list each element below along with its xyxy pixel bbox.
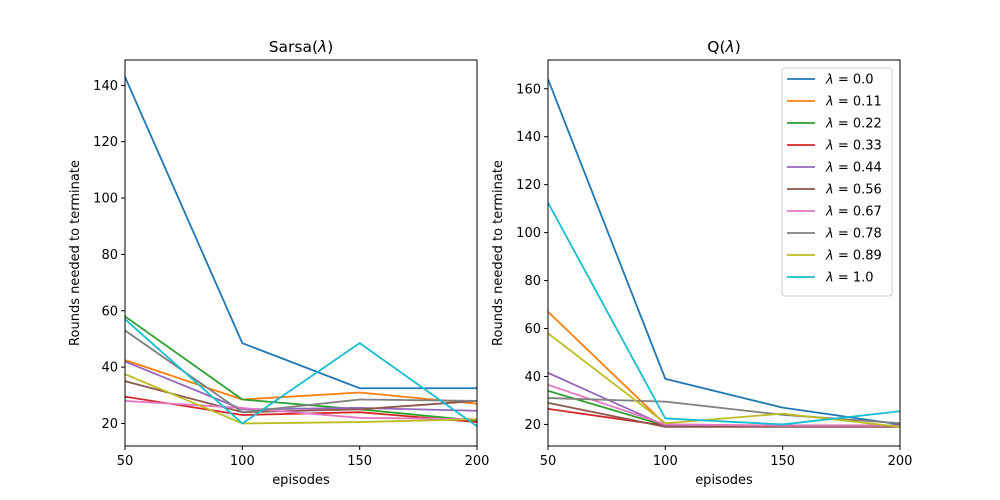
legend-lambda-symbol: λ [825,227,834,242]
legend-lambda-value: = 0.78 [834,227,882,242]
legend-lambda-value: = 0.33 [834,139,882,154]
chart-title-part: Q( [707,38,725,56]
chart-title-part: ) [735,38,741,56]
legend-lambda-symbol: λ [825,95,834,110]
chart-title-part: λ [725,38,735,56]
legend-lambda-value: = 0.44 [834,161,882,176]
y-tick-label: 140 [516,130,541,145]
sarsa-series-line-1 [125,359,477,405]
y-tick-label: 60 [101,304,118,319]
x-tick-label: 150 [770,454,795,469]
y-tick-label: 40 [524,370,541,385]
legend-lambda-value: = 0.0 [834,73,874,88]
y-tick-label: 20 [524,418,541,433]
legend-entry-label: λ = 0.56 [825,183,882,198]
legend-box [781,67,893,297]
sarsa-series-line-2 [125,315,477,422]
series-group [548,78,900,428]
legend-lambda-value: = 0.11 [834,95,882,110]
sarsa-series-line-0 [125,75,477,390]
chart-title-part: Sarsa( [269,38,318,56]
legend-lambda-value: = 0.89 [834,249,882,264]
legend-lambda-symbol: λ [825,139,834,154]
series-group [125,75,477,428]
y-tick-label: 160 [516,82,541,97]
legend-lambda-symbol: λ [825,249,834,264]
legend-entry-label: λ = 0.67 [825,205,882,220]
chart-title: Sarsa(λ) [269,38,334,56]
y-tick-label: 80 [101,248,118,263]
q-series-line-9 [548,201,900,426]
sarsa-series-line-6 [125,400,477,421]
legend-entry-label: λ = 0.22 [825,117,882,132]
legend-lambda-value: = 0.22 [834,117,882,132]
y-tick-label: 120 [93,135,118,150]
y-tick-label: 140 [93,79,118,94]
legend-lambda-value: = 0.56 [834,183,882,198]
legend-entry-label: λ = 0.89 [825,249,882,264]
legend-lambda-value: = 0.67 [834,205,882,220]
legend-lambda-symbol: λ [825,73,834,88]
x-axis-label: episodes [695,473,753,488]
y-tick-label: 60 [524,322,541,337]
legend-entry-label: λ = 0.33 [825,139,882,154]
y-tick-label: 40 [101,361,118,376]
y-axis-label: Rounds needed to terminate [68,160,83,346]
chart-title: Q(λ) [707,38,741,56]
x-tick-label: 100 [653,454,678,469]
q-series-line-6 [548,383,900,427]
sarsa-series-line-4 [125,360,477,412]
legend-entry-label: λ = 1.0 [825,271,874,286]
x-tick-label: 150 [347,454,372,469]
legend-entry-label: λ = 0.0 [825,73,874,88]
x-tick-label: 100 [230,454,255,469]
y-tick-label: 120 [516,178,541,193]
x-axis-label: episodes [272,473,330,488]
y-tick-label: 100 [516,226,541,241]
y-tick-label: 100 [93,192,118,207]
q-lambda-chart: 50 100 150 20020406080100120140160Q(λ)episo… [491,38,912,488]
legend-lambda-symbol: λ [825,161,834,176]
x-tick-label: 200 [888,454,913,469]
legend-lambda-symbol: λ [825,117,834,132]
chart-title-part: ) [327,38,333,56]
legend-lambda-symbol: λ [825,183,834,198]
q-series-line-0 [548,78,900,426]
q-series-line-7 [548,397,900,425]
legend-lambda-symbol: λ [825,271,834,286]
legend-entry-label: λ = 0.11 [825,95,882,110]
x-tick-label: 50 [117,454,134,469]
x-tick-label: 50 [540,454,557,469]
y-tick-label: 80 [524,274,541,289]
sarsa-series-line-8 [125,373,477,425]
x-tick-label: 200 [465,454,490,469]
sarsa-series-line-9 [125,318,477,428]
legend: λ = 0.0λ = 0.11λ = 0.22λ = 0.33λ = 0.44λ… [781,67,893,297]
plot-area-frame [547,59,901,447]
legend-entry-label: λ = 0.78 [825,227,882,242]
q-series-line-5 [548,401,900,428]
chart-title-part: λ [317,38,327,56]
y-tick-label: 20 [101,417,118,432]
plot-area-frame [124,59,478,447]
sarsa-lambda-chart: 50 100 150 200 20 40 60 80 100 120 140 Sarsa(λ) epis… [68,38,489,488]
legend-entry-label: λ = 0.44 [825,161,882,176]
legend-lambda-value: = 1.0 [834,271,874,286]
q-series-line-8 [548,332,900,428]
legend-lambda-symbol: λ [825,205,834,220]
y-axis-label: Rounds needed to terminate [491,160,506,346]
sarsa-series-line-5 [125,380,477,414]
